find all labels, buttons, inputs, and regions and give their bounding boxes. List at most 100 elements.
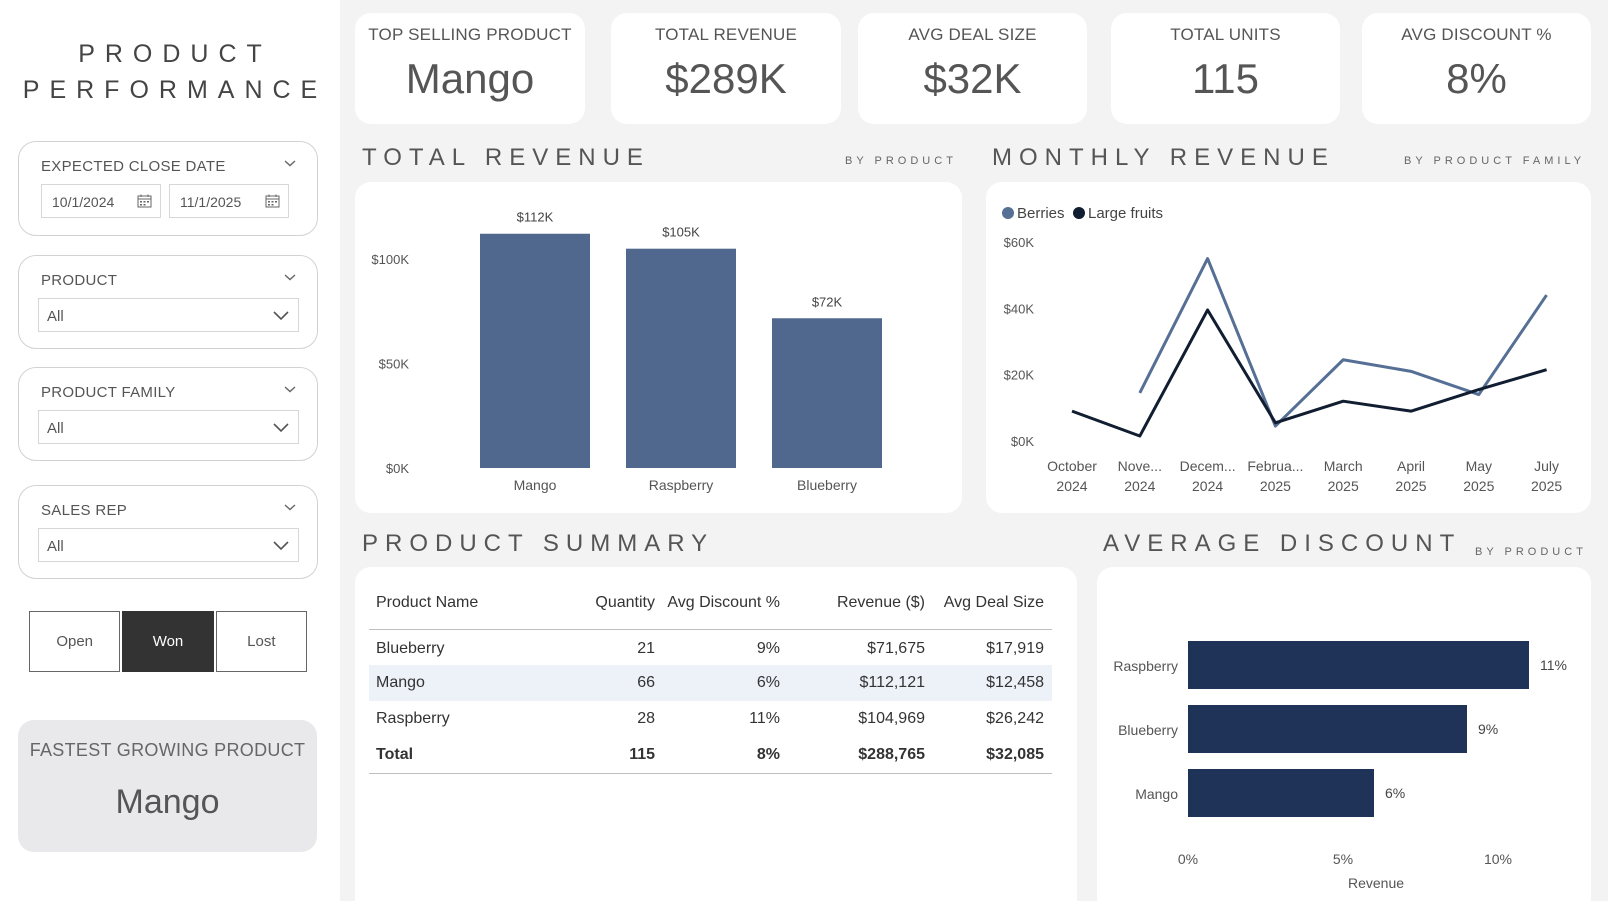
- table-cell: $71,675: [867, 640, 925, 658]
- chevron-down-icon[interactable]: [272, 539, 290, 551]
- kpi-label: TOTAL UNITS: [1170, 25, 1281, 44]
- legend-label-berries: Berries: [1017, 205, 1065, 222]
- data-label: $105K: [662, 225, 700, 240]
- table-cell: 9%: [756, 640, 780, 658]
- table-cell: Raspberry: [376, 710, 450, 727]
- data-label: 6%: [1385, 785, 1405, 801]
- x-tick-label: Decem...: [1180, 458, 1236, 474]
- legend-swatch-large_fruits: [1073, 207, 1085, 219]
- x-tick-label: 2025: [1463, 478, 1494, 494]
- legend-swatch-berries: [1002, 207, 1014, 219]
- chevron-down-icon[interactable]: [283, 270, 297, 284]
- kpi-top-selling-product: TOP SELLING PRODUCT Mango: [355, 13, 585, 124]
- data-label: 9%: [1478, 721, 1498, 737]
- chevron-down-icon[interactable]: [272, 421, 290, 433]
- column-header[interactable]: Product Name: [369, 577, 559, 630]
- kpi-total-units: TOTAL UNITS 115: [1111, 13, 1340, 124]
- monthly-revenue-title: MONTHLY REVENUE: [992, 144, 1335, 171]
- x-tick-label: 2024: [1124, 478, 1155, 494]
- x-tick-label: April: [1397, 458, 1425, 474]
- data-label: 11%: [1540, 657, 1567, 673]
- product-family-select[interactable]: All: [38, 410, 299, 444]
- kpi-total-revenue: TOTAL REVENUE $289K: [611, 13, 841, 124]
- kpi-value: $32K: [923, 55, 1022, 102]
- x-tick-label: March: [1324, 458, 1363, 474]
- x-tick-label: 2025: [1328, 478, 1359, 494]
- table-cell: Mango: [369, 665, 559, 701]
- bar-raspberry: [1188, 641, 1529, 689]
- calendar-icon[interactable]: [265, 194, 280, 208]
- chevron-down-icon[interactable]: [283, 156, 297, 170]
- bar-raspberry: [626, 248, 736, 468]
- series-line-berries: [1138, 257, 1548, 428]
- fastest-growing-label: FASTEST GROWING PRODUCT: [29, 740, 306, 760]
- y-tick-label: $0K: [386, 461, 409, 476]
- table-row[interactable]: Blueberry 21 9% $71,675 $17,919: [369, 629, 1052, 665]
- fastest-growing-value: Mango: [115, 783, 220, 821]
- column-header[interactable]: Quantity: [559, 577, 663, 630]
- kpi-label: AVG DISCOUNT %: [1401, 25, 1552, 44]
- table-row[interactable]: Raspberry 28 11% $104,969 $26,242: [369, 701, 1052, 737]
- x-tick-label: 5%: [1333, 851, 1353, 867]
- start-date-input[interactable]: 10/1/2024: [41, 184, 161, 218]
- deal-status-toggle: Open Won Lost: [29, 611, 309, 672]
- page-title: PRODUCT PERFORMANCE: [0, 36, 340, 108]
- product-select[interactable]: All: [38, 298, 299, 332]
- column-header[interactable]: Avg Deal Size: [933, 577, 1052, 630]
- data-label: $72K: [812, 294, 843, 309]
- chevron-down-icon[interactable]: [283, 382, 297, 396]
- table-cell: $288,765: [788, 737, 933, 774]
- bar-blueberry: [772, 318, 882, 468]
- close-date-label: EXPECTED CLOSE DATE: [41, 158, 226, 175]
- monthly-revenue-subtitle: BY PRODUCT FAMILY: [1404, 155, 1586, 167]
- kpi-label: AVG DEAL SIZE: [908, 25, 1037, 44]
- end-date-input[interactable]: 11/1/2025: [169, 184, 289, 218]
- x-tick-label: 2025: [1395, 478, 1426, 494]
- table-cell: $26,242: [986, 710, 1044, 727]
- data-label: $112K: [517, 210, 554, 225]
- sales-rep-filter: SALES REP All: [18, 485, 318, 579]
- y-tick-label: Blueberry: [1118, 722, 1178, 738]
- product-select-value: All: [47, 308, 64, 325]
- filter-sidebar: PRODUCT PERFORMANCE EXPECTED CLOSE DATE …: [0, 0, 340, 901]
- product-family-label: PRODUCT FAMILY: [41, 384, 176, 401]
- table-row[interactable]: Mango 66 6% $112,121 $12,458: [369, 665, 1052, 701]
- sales-rep-select[interactable]: All: [38, 528, 299, 562]
- monthly-revenue-panel: Berries Large fruits $0K $20K $40K $60K Octobe…: [986, 182, 1591, 513]
- bar-blueberry: [1188, 705, 1467, 753]
- y-tick-label: $40K: [1004, 301, 1035, 316]
- status-open-button[interactable]: Open: [29, 611, 121, 672]
- x-tick-label: 10%: [1484, 851, 1512, 867]
- sales-rep-value: All: [47, 538, 64, 555]
- kpi-value: $289K: [665, 55, 787, 102]
- table-cell: 8%: [663, 737, 788, 774]
- product-summary-table: Product Name Quantity Avg Discount % Rev…: [369, 577, 1052, 774]
- x-tick-label: Mango: [514, 477, 557, 493]
- status-lost-button[interactable]: Lost: [215, 611, 307, 672]
- chart-legend: Berries Large fruits: [1002, 205, 1163, 222]
- x-tick-label: May: [1466, 458, 1492, 474]
- kpi-label: TOTAL REVENUE: [654, 25, 798, 44]
- product-family-filter: PRODUCT FAMILY All: [18, 367, 318, 461]
- x-tick-label: 2024: [1056, 478, 1087, 494]
- x-tick-label: Februa...: [1247, 458, 1303, 474]
- legend-label-large_fruits: Large fruits: [1088, 205, 1163, 222]
- table-cell: 21: [637, 640, 655, 658]
- y-tick-label: $60K: [1004, 235, 1035, 250]
- status-won-button[interactable]: Won: [122, 611, 214, 672]
- column-header[interactable]: Avg Discount %: [663, 577, 788, 630]
- total-revenue-panel: $0K $50K $100K $112K Mango $105K Raspberry $72K…: [355, 182, 962, 513]
- x-tick-label: October: [1047, 458, 1097, 474]
- table-cell: Total: [369, 737, 559, 774]
- chevron-down-icon[interactable]: [283, 500, 297, 514]
- x-axis-title: Revenue: [1348, 875, 1404, 891]
- bar-mango: [1188, 769, 1374, 817]
- y-tick-label: Raspberry: [1113, 658, 1178, 674]
- chevron-down-icon[interactable]: [272, 309, 290, 321]
- product-summary-title: PRODUCT SUMMARY: [362, 530, 715, 557]
- column-header[interactable]: Revenue ($): [788, 577, 933, 630]
- x-tick-label: 2025: [1260, 478, 1291, 494]
- y-tick-label: $0K: [1011, 434, 1034, 449]
- kpi-avg-deal-size: AVG DEAL SIZE $32K: [858, 13, 1087, 124]
- calendar-icon[interactable]: [137, 194, 152, 208]
